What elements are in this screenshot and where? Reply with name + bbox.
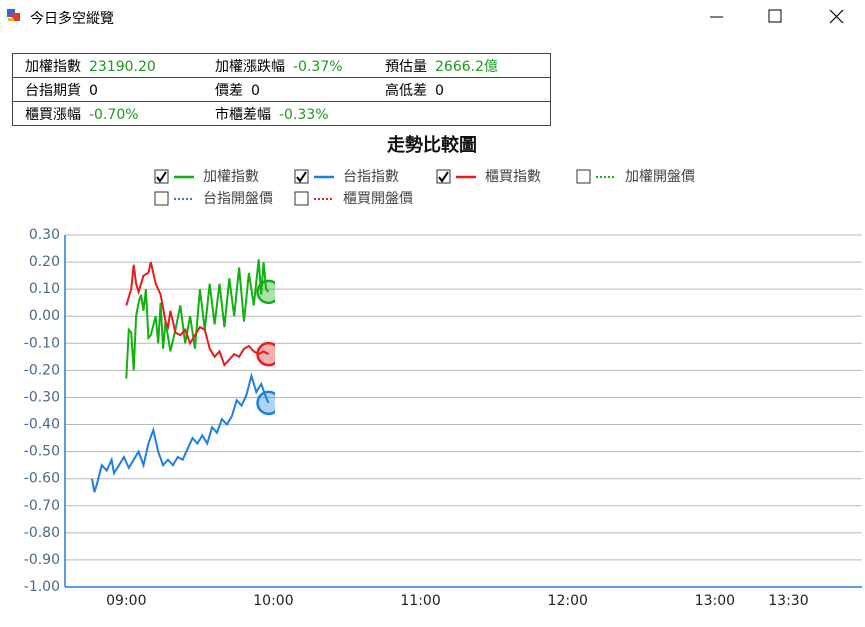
y-tick-label: -0.90 — [24, 552, 60, 568]
series-line — [91, 372, 270, 493]
info-cell: 價差 0 — [203, 77, 373, 102]
info-label: 高低差 — [385, 82, 427, 99]
info-cell — [373, 101, 551, 126]
info-value: 23190.20 — [89, 58, 156, 75]
legend-check — [296, 171, 307, 183]
legend-label: 加權開盤價 — [625, 168, 695, 185]
legend-checkbox[interactable] — [576, 169, 591, 184]
legend-checkbox[interactable] — [294, 191, 309, 206]
info-cell: 台指期貨 0 — [12, 77, 203, 102]
info-cell: 加權漲跌幅 -0.37% — [203, 53, 373, 78]
x-tick-label: 11:00 — [400, 593, 440, 609]
info-label: 加權漲跌幅 — [215, 58, 285, 75]
info-cell: 市櫃差幅 -0.33% — [203, 101, 373, 126]
x-tick-label: 09:00 — [106, 593, 146, 609]
y-tick-label: -0.80 — [24, 525, 60, 541]
series-line — [125, 259, 270, 379]
app-icon — [8, 18, 14, 21]
info-cell: 加權指數 23190.20 — [12, 53, 203, 78]
info-cell: 高低差 0 — [373, 77, 551, 102]
window-title: 今日多空縱覽 — [30, 11, 114, 27]
legend-check — [156, 171, 167, 183]
info-value: -0.33% — [279, 106, 329, 123]
y-tick-label: -0.50 — [24, 444, 60, 460]
y-tick-label: 0.10 — [29, 281, 60, 297]
info-label: 台指期貨 — [25, 82, 81, 99]
x-tick-label: 13:00 — [695, 593, 735, 609]
info-label: 預估量 — [385, 58, 427, 75]
legend-label: 櫃買指數 — [485, 169, 541, 185]
legend-label: 加權指數 — [203, 169, 259, 185]
x-tick-label: 12:00 — [548, 593, 588, 609]
legend-label: 櫃買開盤價 — [343, 190, 413, 207]
info-row: 台指期貨 0 價差 0 高低差 0 — [12, 77, 551, 102]
info-value: 0 — [435, 82, 444, 99]
title-bar-icons — [7, 9, 844, 24]
legend-checkbox[interactable] — [294, 169, 309, 184]
last-point-marker — [256, 341, 275, 367]
legend-check — [438, 171, 449, 183]
series-line — [125, 261, 269, 367]
y-tick-label: -0.60 — [24, 471, 60, 487]
y-tick-label: 0.00 — [29, 308, 60, 324]
info-label: 市櫃差幅 — [215, 106, 271, 123]
legend-checkbox[interactable] — [154, 169, 169, 184]
y-tick-label: -0.30 — [24, 389, 60, 405]
y-tick-label: -0.70 — [24, 498, 60, 514]
info-value: 0 — [251, 82, 260, 99]
info-value: -0.70% — [89, 106, 139, 123]
info-row: 加權指數 23190.20 加權漲跌幅 -0.37% 預估量 2666.2億 — [12, 53, 551, 78]
title-bar: 今日多空縱覽 — [0, 0, 865, 36]
info-label: 加權指數 — [25, 58, 81, 75]
y-tick-label: -1.00 — [24, 579, 60, 595]
x-tick-label: 10:00 — [253, 593, 293, 609]
y-tick-label: -0.10 — [24, 335, 60, 351]
info-label: 價差 — [215, 82, 243, 99]
info-label: 櫃買漲幅 — [25, 106, 81, 123]
y-tick-label: -0.20 — [24, 362, 60, 378]
app-icon — [7, 9, 15, 17]
info-value: 0 — [89, 82, 98, 99]
app-icon — [12, 13, 20, 21]
legend-label: 台指指數 — [343, 169, 399, 185]
info-cell: 預估量 2666.2億 — [373, 53, 551, 78]
chart-title: 走勢比較圖 — [387, 134, 477, 156]
info-table: 加權指數 23190.20 加權漲跌幅 -0.37% 預估量 2666.2億 台指期貨 0 價差… — [12, 53, 551, 126]
close-button[interactable] — [829, 9, 844, 24]
maximize-button[interactable] — [768, 9, 782, 23]
x-tick-label: 13:30 — [768, 593, 808, 609]
info-cell: 櫃買漲幅 -0.70% — [12, 101, 203, 126]
legend-checkbox[interactable] — [154, 191, 169, 206]
y-tick-label: -0.40 — [24, 417, 60, 433]
last-point-marker — [256, 390, 275, 416]
legend-label: 台指開盤價 — [203, 190, 273, 207]
legend-checkbox[interactable] — [436, 169, 451, 184]
info-value: -0.37% — [293, 58, 343, 75]
info-row: 櫃買漲幅 -0.70% 市櫃差幅 -0.33% — [12, 101, 551, 126]
y-tick-label: 0.30 — [29, 227, 60, 243]
info-value: 2666.2億 — [435, 58, 498, 75]
last-point-marker — [256, 279, 275, 305]
y-tick-label: 0.20 — [29, 254, 60, 270]
